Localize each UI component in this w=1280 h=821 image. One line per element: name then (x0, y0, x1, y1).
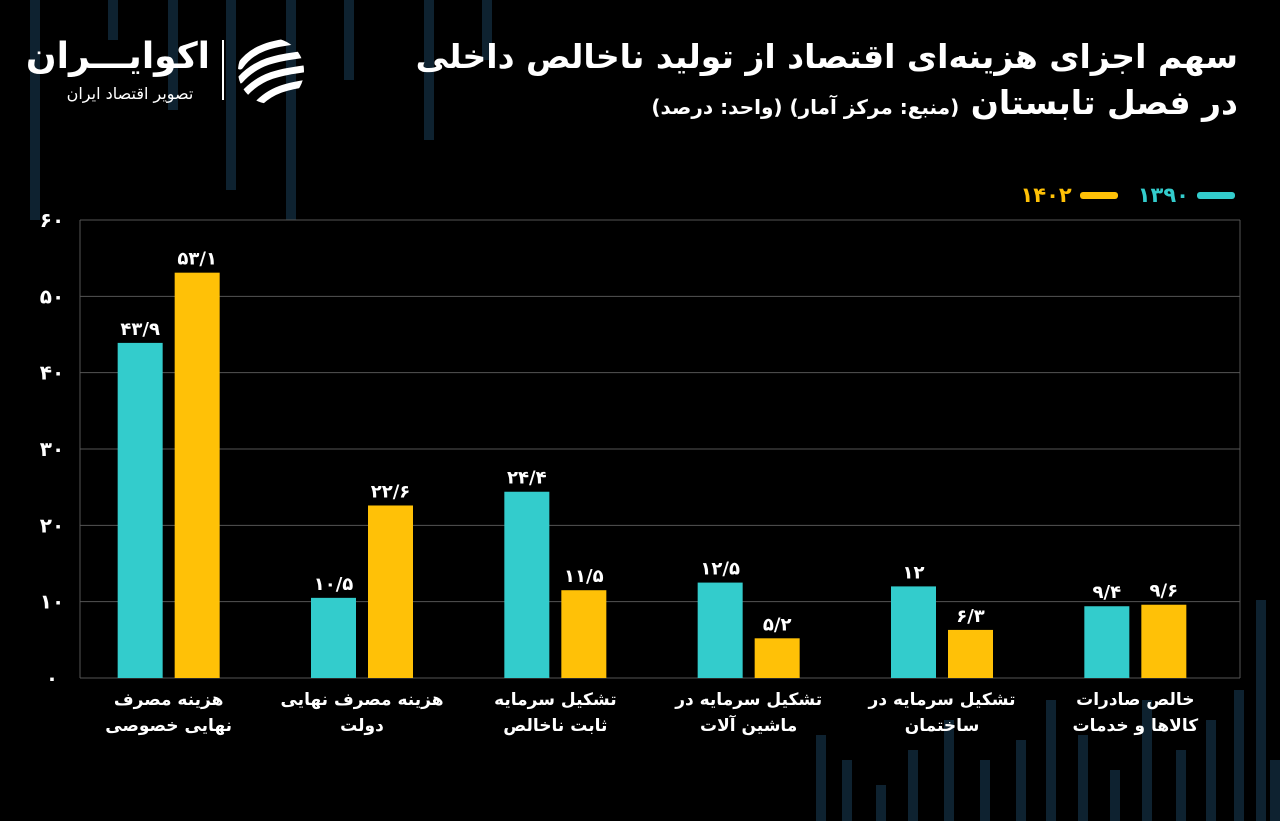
decor-candle (344, 0, 354, 80)
bar-value-label: ۱۰/۵ (314, 574, 354, 595)
title-line-2-text: در فصل تابستان (970, 83, 1238, 123)
x-category-label: ماشین آلات (700, 714, 797, 736)
brand-logo: اکوایـــران تصویر اقتصاد ایران (25, 36, 310, 106)
chart-title: سهم اجزای هزینه‌ای اقتصاد از تولید ناخال… (416, 34, 1238, 126)
title-line-1: سهم اجزای هزینه‌ای اقتصاد از تولید ناخال… (415, 37, 1238, 76)
x-category-label: تشکیل سرمایه (494, 690, 617, 710)
decor-candle (1078, 735, 1088, 821)
brand-tagline: تصویر اقتصاد ایران (66, 84, 194, 103)
x-category-label: هزینه مصرف (114, 690, 224, 710)
y-tick-label: ۶۰ (40, 208, 64, 232)
x-category-label: ساختمان (905, 716, 980, 736)
decor-candle (1176, 750, 1186, 821)
bar-value-label: ۱۱/۵ (564, 566, 604, 587)
y-tick-label: ۰ (46, 666, 58, 690)
decor-candle (286, 0, 296, 220)
bar-1390 (117, 342, 163, 678)
bar-1390 (697, 582, 743, 678)
bar-value-label: ۱۲ (903, 562, 925, 583)
bar-1402 (1141, 604, 1187, 678)
legend-swatch-1402 (1079, 191, 1118, 199)
bar-1390 (504, 491, 550, 678)
decor-candle (908, 750, 918, 821)
decor-candle (482, 0, 492, 60)
decor-candle (168, 0, 178, 110)
y-tick-label: ۱۰ (40, 590, 64, 614)
bar-1402 (754, 638, 800, 678)
bar-value-label: ۱۲/۵ (700, 559, 740, 580)
bar-value-label: ۶/۳ (956, 606, 985, 627)
y-tick-label: ۳۰ (40, 437, 64, 461)
x-category-label: دولت (340, 716, 384, 736)
chart-legend: ۱۳۹۰ ۱۴۰۲ (1020, 183, 1235, 207)
bar-1390 (891, 586, 936, 678)
title-line-2: در فصل تابستان (منبع: مرکز آمار) (واحد: … (416, 80, 1238, 126)
x-category-label: تشکیل سرمایه در (674, 690, 822, 710)
legend-item-1390: ۱۳۹۰ (1138, 183, 1235, 207)
bar-1402 (174, 272, 220, 678)
decor-candle (1234, 690, 1244, 821)
decor-candle (226, 0, 236, 190)
bar-1390 (311, 597, 356, 678)
decor-candle (1016, 740, 1026, 821)
legend-swatch-1390 (1197, 191, 1235, 199)
bar-value-label: ۴۳/۹ (120, 319, 160, 340)
bar-value-label: ۵۳/۱ (177, 249, 217, 270)
x-category-label: تشکیل سرمایه در (868, 690, 1016, 710)
legend-item-1402: ۱۴۰۲ (1020, 183, 1118, 207)
decor-candle (842, 760, 852, 821)
decor-candle (108, 0, 118, 40)
legend-label-1402: ۱۴۰۲ (1020, 183, 1072, 207)
decor-candle (424, 0, 434, 140)
decor-candle (1046, 700, 1056, 821)
decor-candle (876, 785, 886, 821)
decor-candle (1206, 720, 1216, 821)
x-category-label: کالاها و خدمات (1073, 716, 1199, 736)
x-category-label: هزینه مصرف نهایی (280, 690, 443, 710)
x-category-label: نهایی خصوصی (105, 716, 232, 736)
decor-candle (1142, 700, 1152, 821)
ecoiran-stripes-icon (238, 38, 304, 104)
decor-candle (980, 760, 990, 821)
decor-candle (1110, 770, 1120, 821)
bar-1390 (1084, 606, 1130, 678)
bar-1402 (561, 590, 607, 678)
bar-value-label: ۹/۶ (1150, 581, 1179, 602)
y-tick-label: ۵۰ (40, 284, 64, 308)
decor-candle (816, 735, 826, 821)
y-tick-label: ۴۰ (40, 361, 64, 385)
decor-candle (944, 720, 954, 821)
bar-value-label: ۲۲/۶ (371, 481, 411, 502)
x-category-label: خالص صادرات (1076, 690, 1194, 710)
bar-1402 (368, 505, 413, 678)
decor-candle (1256, 600, 1266, 821)
bar-value-label: ۲۴/۴ (507, 468, 547, 489)
logo-divider (222, 40, 224, 100)
bar-value-label: ۹/۴ (1093, 582, 1122, 603)
legend-label-1390: ۱۳۹۰ (1137, 183, 1189, 207)
x-category-label: ثابت ناخالص (503, 716, 607, 736)
brand-name: اکوایـــران (25, 36, 210, 77)
chart-subtitle: (منبع: مرکز آمار) (واحد: درصد) (651, 95, 960, 120)
bar-value-label: ۵/۲ (763, 614, 792, 635)
decor-candle (30, 0, 40, 220)
bar-1402 (948, 629, 993, 678)
decor-candle (1270, 760, 1280, 821)
y-tick-label: ۲۰ (40, 513, 64, 537)
